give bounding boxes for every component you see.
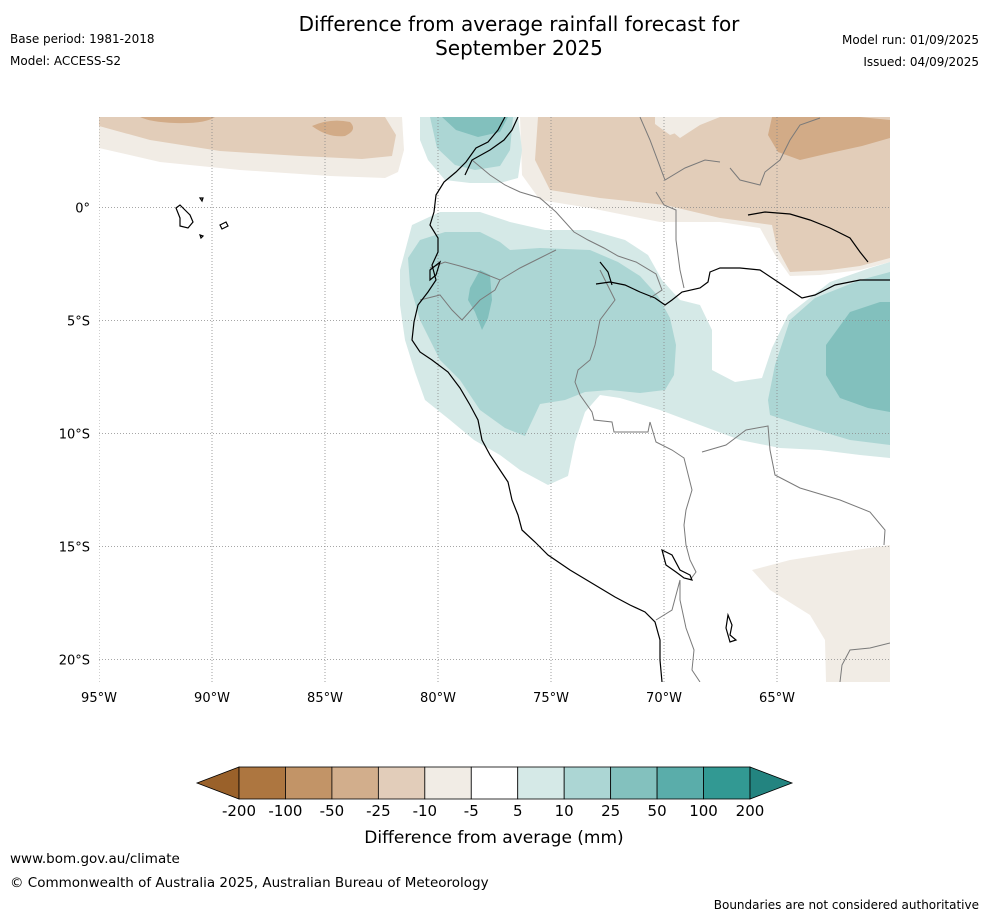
- border-venezuela-guyana: [729, 117, 821, 186]
- colorbar-segment-2: [331, 766, 379, 800]
- country-borders: [419, 117, 890, 682]
- island-santa-cruz: [219, 221, 229, 230]
- wet-region-east-amazon-inner: [826, 302, 890, 412]
- river-amazon: [595, 267, 890, 306]
- colorbar: -200 -100 -50 -25 -10 -5 5 10 25 50 100 200: [195, 766, 794, 820]
- colorbar-tick-label-3: -25: [366, 802, 391, 820]
- coastline-panama: [464, 117, 519, 176]
- dry-region-southeast-outer: [752, 545, 890, 682]
- colorbar-segment-3: [377, 766, 426, 800]
- latitude-label-1: 5°S: [67, 314, 90, 329]
- wet-region-north-colombia-inner: [442, 117, 508, 137]
- longitude-label-6: 65°W: [759, 691, 795, 706]
- dry-region-north-coast-white: [655, 117, 700, 135]
- island-san-cristobal: [198, 197, 204, 203]
- colorbar-segment-5: [470, 766, 519, 800]
- model-run-text: Model run: 01/09/2025: [841, 33, 979, 47]
- colorbar-segment-6: [517, 766, 565, 800]
- map-title-line1: Difference from average rainfall forecas…: [298, 12, 740, 36]
- map-title: Difference from average rainfall forecas…: [244, 12, 794, 60]
- border-ecuador-peru: [419, 279, 501, 321]
- colorbar-segment-7: [563, 766, 612, 800]
- colorbar-tick-label-10: 100: [689, 802, 718, 820]
- colorbar-tick-label-9: 50: [648, 802, 667, 820]
- colorbar-segment-9: [656, 766, 704, 800]
- colorbar-segment-10: [703, 766, 751, 800]
- border-peru-chile-bolivia: [655, 579, 701, 682]
- colorbar-over-arrow: [749, 766, 794, 800]
- island-isabela: [175, 204, 194, 229]
- colorbar-segment-1: [285, 766, 333, 800]
- longitude-label-1: 90°W: [194, 691, 230, 706]
- latitude-labels: 0° 5°S 10°S 15°S 20°S: [59, 201, 90, 668]
- latitude-label-3: 15°S: [59, 540, 90, 555]
- map-title-line2: September 2025: [435, 36, 603, 60]
- longitude-label-0: 95°W: [81, 691, 117, 706]
- border-bolivia-paraguay: [839, 642, 890, 682]
- graticule: [99, 117, 890, 682]
- colorbar-segment-8: [610, 766, 658, 800]
- river-upper-amazon: [599, 261, 613, 286]
- colorbar-tick-label-6: 5: [513, 802, 523, 820]
- map-plot-area: [99, 117, 890, 682]
- island-small: [199, 234, 205, 240]
- coastline-pacific: [411, 117, 663, 682]
- latitude-label-2: 10°S: [59, 427, 90, 442]
- colorbar-tick-label-0: -200: [222, 802, 256, 820]
- border-peru-brazil: [574, 269, 651, 433]
- metadata-left: Base period: 1981-2018 Model: ACCESS-S2: [10, 28, 155, 72]
- coastline-gulf-of-guayaquil: [429, 260, 442, 282]
- longitude-label-3: 80°W: [420, 691, 456, 706]
- longitude-label-4: 75°W: [533, 691, 569, 706]
- border-north-internal: [639, 117, 721, 181]
- footer-url: www.bom.gov.au/climate: [10, 851, 180, 867]
- dry-spot-pacific-1: [312, 120, 354, 137]
- colorbar-tick-label-5: -5: [464, 802, 479, 820]
- colorbar-segment-0: [238, 766, 286, 800]
- colorbar-label: Difference from average (mm): [364, 828, 623, 848]
- border-brazil-bolivia: [649, 421, 697, 581]
- issued-date-text: Issued: 04/09/2025: [863, 55, 979, 69]
- river-rio-negro: [747, 211, 869, 263]
- colorbar-tick-label-1: -100: [268, 802, 302, 820]
- lake-titicaca: [661, 548, 693, 581]
- footer-copyright: © Commonwealth of Australia 2025, Austra…: [10, 875, 489, 891]
- lake-poopo: [725, 612, 738, 643]
- base-period-text: Base period: 1981-2018: [10, 32, 155, 46]
- border-venezuela-brazil: [655, 191, 685, 289]
- colorbar-tick-label-2: -50: [320, 802, 345, 820]
- galapagos-islands: [175, 197, 229, 240]
- border-colombia-ecuador: [429, 249, 557, 281]
- longitude-label-5: 70°W: [646, 691, 682, 706]
- longitude-labels: 95°W 90°W 85°W 80°W 75°W 70°W 65°W: [81, 691, 795, 706]
- metadata-right: Model run: 01/09/2025 Issued: 04/09/2025: [842, 29, 979, 73]
- colorbar-tick-label-8: 25: [601, 802, 620, 820]
- longitude-label-2: 85°W: [307, 691, 343, 706]
- colorbar-tick-label-7: 10: [555, 802, 574, 820]
- colorbar-tick-label-11: 200: [736, 802, 765, 820]
- colorbar-segment-4: [424, 766, 472, 800]
- latitude-label-0: 0°: [75, 201, 90, 216]
- colorbar-tick-label-4: -10: [413, 802, 438, 820]
- coastlines: [411, 117, 890, 682]
- border-brazil-bolivia-east: [701, 425, 886, 546]
- colorbar-under-arrow: [195, 766, 240, 800]
- border-colombia-venezuela: [471, 159, 663, 299]
- model-name-text: Model: ACCESS-S2: [10, 54, 122, 68]
- footer-disclaimer: Boundaries are not considered authoritat…: [713, 898, 979, 912]
- dry-spot-pacific-2: [140, 117, 215, 124]
- latitude-label-4: 20°S: [59, 653, 90, 668]
